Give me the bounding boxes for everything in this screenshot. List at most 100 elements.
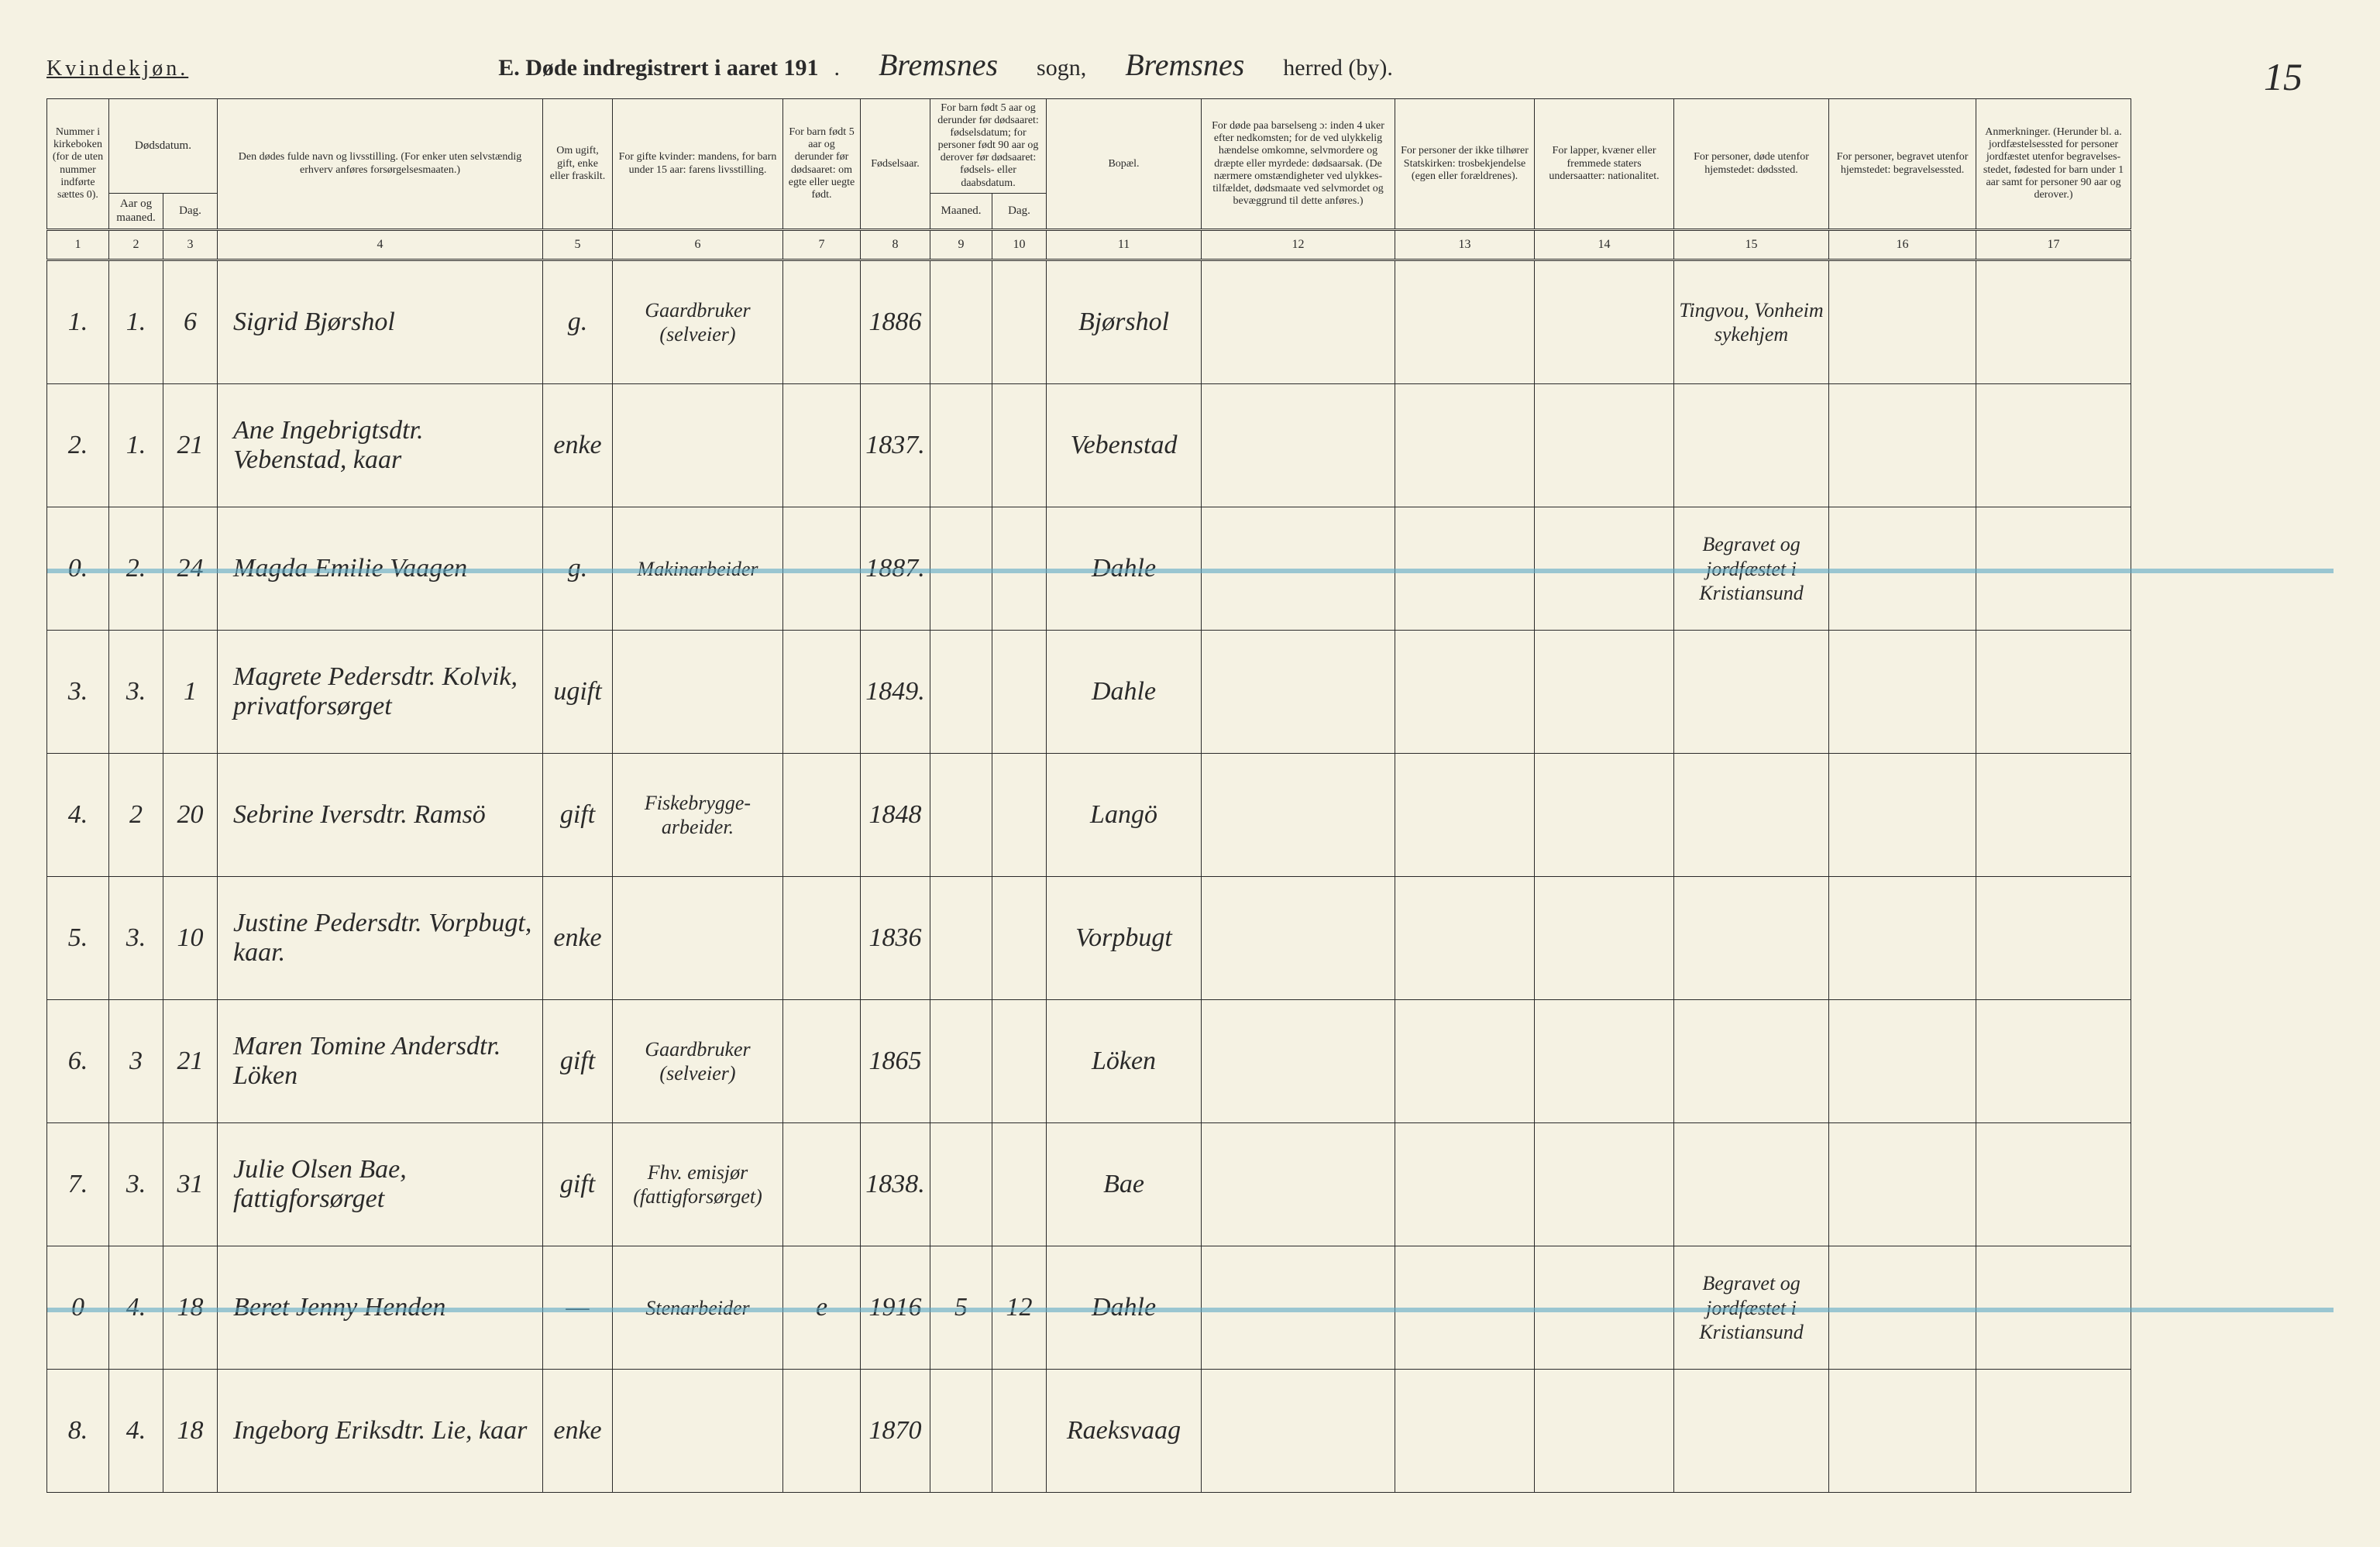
cell-anm xyxy=(1976,631,2131,754)
cell-year: 1836 xyxy=(861,877,930,1000)
col-header-3: Dag. xyxy=(163,193,218,230)
cell-bd xyxy=(992,260,1047,384)
cell-bd xyxy=(992,384,1047,507)
cell-cause xyxy=(1202,260,1395,384)
cell-anm xyxy=(1976,1123,2131,1246)
cell-egte: e xyxy=(783,1246,861,1370)
colnum: 15 xyxy=(1674,230,1829,260)
col-header-13: For personer der ikke tilhører Statskirk… xyxy=(1395,99,1535,230)
cell-name: Magrete Pedersdtr. Kolvik, privatforsørg… xyxy=(218,631,543,754)
cell-mon: 3. xyxy=(109,1123,163,1246)
cell-cause xyxy=(1202,384,1395,507)
cell-year: 1916 xyxy=(861,1246,930,1370)
cell-spouse: Stenarbeider xyxy=(613,1246,783,1370)
cell-mon: 3. xyxy=(109,631,163,754)
cell-name: Ingeborg Eriksdtr. Lie, kaar xyxy=(218,1370,543,1493)
cell-spouse: Gaardbruker (selveier) xyxy=(613,1000,783,1123)
cell-name: Maren Tomine Andersdtr. Löken xyxy=(218,1000,543,1123)
cell-bm: 5 xyxy=(930,1246,992,1370)
cell-dsted xyxy=(1674,1000,1829,1123)
cell-egte xyxy=(783,507,861,631)
cell-beg xyxy=(1829,1370,1976,1493)
cell-dsted xyxy=(1674,754,1829,877)
cell-cause xyxy=(1202,507,1395,631)
cell-num: 5. xyxy=(47,877,109,1000)
colnum: 7 xyxy=(783,230,861,260)
cell-num: 0. xyxy=(47,507,109,631)
cell-day: 31 xyxy=(163,1123,218,1246)
ledger-table: Nummer i kirke­boken (for de uten nummer… xyxy=(46,98,2334,1493)
cell-dsted: Tingvou, Vonheim sykehjem xyxy=(1674,260,1829,384)
cell-beg xyxy=(1829,507,1976,631)
colnum: 10 xyxy=(992,230,1047,260)
cell-day: 20 xyxy=(163,754,218,877)
cell-mon: 2. xyxy=(109,507,163,631)
cell-bd xyxy=(992,1000,1047,1123)
cell-place: Bjørshol xyxy=(1047,260,1202,384)
cell-cause xyxy=(1202,1246,1395,1370)
cell-spouse: Makinarbeider xyxy=(613,507,783,631)
cell-anm xyxy=(1976,754,2131,877)
cell-spouse: Gaardbruker (selveier) xyxy=(613,260,783,384)
table-row: 04.18Beret Jenny Henden—Stenarbeidere191… xyxy=(47,1246,2334,1370)
cell-place: Dahle xyxy=(1047,507,1202,631)
cell-beg xyxy=(1829,631,1976,754)
cell-mon: 3. xyxy=(109,877,163,1000)
cell-status: enke xyxy=(543,877,613,1000)
colnum: 6 xyxy=(613,230,783,260)
cell-num: 0 xyxy=(47,1246,109,1370)
cell-mon: 2 xyxy=(109,754,163,877)
table-row: 6.321Maren Tomine Andersdtr. LökengiftGa… xyxy=(47,1000,2334,1123)
colnum: 17 xyxy=(1976,230,2131,260)
cell-dsted xyxy=(1674,1123,1829,1246)
cell-bm xyxy=(930,877,992,1000)
cell-name: Magda Emilie Vaagen xyxy=(218,507,543,631)
cell-rel xyxy=(1395,1246,1535,1370)
cell-status: gift xyxy=(543,754,613,877)
cell-anm xyxy=(1976,260,2131,384)
cell-year: 1887. xyxy=(861,507,930,631)
cell-cause xyxy=(1202,631,1395,754)
cell-nat xyxy=(1535,260,1674,384)
cell-num: 2. xyxy=(47,384,109,507)
cell-day: 1 xyxy=(163,631,218,754)
colnum: 11 xyxy=(1047,230,1202,260)
col-header-5: Om ugift, gift, enke eller fraskilt. xyxy=(543,99,613,230)
cell-num: 7. xyxy=(47,1123,109,1246)
cell-name: Beret Jenny Henden xyxy=(218,1246,543,1370)
cell-rel xyxy=(1395,877,1535,1000)
cell-egte xyxy=(783,384,861,507)
cell-beg xyxy=(1829,1246,1976,1370)
cell-rel xyxy=(1395,507,1535,631)
cell-year: 1865 xyxy=(861,1000,930,1123)
cell-beg xyxy=(1829,877,1976,1000)
colnum: 1 xyxy=(47,230,109,260)
colnum: 12 xyxy=(1202,230,1395,260)
cell-name: Ane Ingebrigtsdtr. Vebenstad, kaar xyxy=(218,384,543,507)
table-head: Nummer i kirke­boken (for de uten nummer… xyxy=(47,99,2334,260)
title-line: E. Døde indregistrert i aaret 191 . Brem… xyxy=(498,46,1393,83)
cell-spouse: Fiskebrygge-arbeider. xyxy=(613,754,783,877)
colnum: 3 xyxy=(163,230,218,260)
cell-name: Julie Olsen Bae, fattigforsørget xyxy=(218,1123,543,1246)
cell-rel xyxy=(1395,631,1535,754)
cell-beg xyxy=(1829,754,1976,877)
col-header-2: Aar og maaned. xyxy=(109,193,163,230)
cell-egte xyxy=(783,260,861,384)
table-body: 1.1.6Sigrid Bjørsholg.Gaardbruker (selve… xyxy=(47,260,2334,1493)
cell-beg xyxy=(1829,384,1976,507)
cell-mon: 3 xyxy=(109,1000,163,1123)
cell-egte xyxy=(783,1123,861,1246)
title-dot: . xyxy=(834,55,841,81)
colnum: 8 xyxy=(861,230,930,260)
header: Kvindekjøn. E. Døde indregistrert i aare… xyxy=(46,46,2334,83)
cell-num: 8. xyxy=(47,1370,109,1493)
col-header-16: For personer, begravet utenfor hjemstede… xyxy=(1829,99,1976,230)
table-row: 7.3.31Julie Olsen Bae, fattigforsørgetgi… xyxy=(47,1123,2334,1246)
cell-day: 21 xyxy=(163,384,218,507)
cell-anm xyxy=(1976,507,2131,631)
cell-place: Löken xyxy=(1047,1000,1202,1123)
cell-mon: 1. xyxy=(109,384,163,507)
sogn-label: sogn, xyxy=(1037,55,1086,81)
cell-rel xyxy=(1395,1123,1535,1246)
